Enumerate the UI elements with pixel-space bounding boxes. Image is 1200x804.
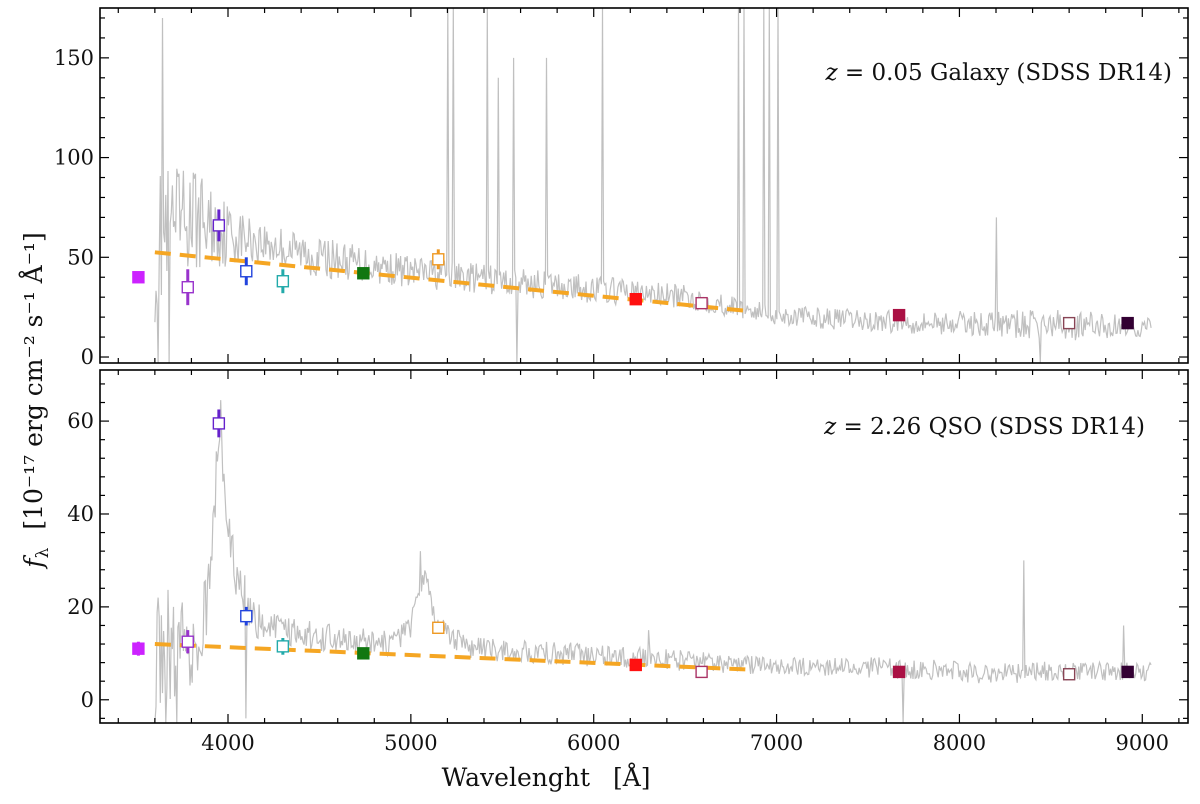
spectrum-line <box>154 400 1152 723</box>
panel-frame <box>99 369 1189 724</box>
y-tick-label: 50 <box>67 245 94 269</box>
photometry-point <box>240 265 253 278</box>
x-tick-label: 6000 <box>567 731 620 755</box>
photometry-point <box>276 640 290 653</box>
photometry-point <box>432 621 445 634</box>
x-tick-label: 8000 <box>933 731 986 755</box>
y-axis-symbol: f <box>19 555 48 570</box>
qso-panel: 0 20 40 60 4000 5000 6000 7000 8000 9000 <box>67 369 1189 755</box>
y-axis-subscript: λ <box>33 547 53 558</box>
galaxy-annotation: z = 0.05 Galaxy (SDSS DR14) <box>824 60 1172 86</box>
photometry-point <box>132 271 145 284</box>
x-tick-label: 5000 <box>384 731 437 755</box>
y-tick-label: 0 <box>81 345 94 369</box>
photometry-point <box>240 609 253 623</box>
galaxy-panel: 0 50 100 150 <box>54 7 1189 369</box>
y-tick-label: 150 <box>54 46 94 70</box>
photometry-point <box>212 219 226 232</box>
photometry-point <box>892 308 906 322</box>
continuum-fit-line <box>154 642 750 672</box>
y-tick-label: 20 <box>67 595 94 619</box>
photometry-point <box>181 281 194 294</box>
photometry-point <box>357 647 370 660</box>
photometry-point <box>695 296 708 310</box>
spectrum-line <box>154 8 1152 363</box>
photometry-point <box>181 635 194 648</box>
y-axis-label: fλ [10⁻¹⁷ erg cm⁻² s⁻¹ Å⁻¹] <box>18 232 53 569</box>
qso-annotation: z = 2.26 QSO (SDSS DR14) <box>823 414 1145 440</box>
photometry-point <box>357 267 370 280</box>
photometry-point <box>629 292 642 306</box>
photometry-point <box>1062 668 1076 681</box>
photometry-point <box>695 665 708 679</box>
photometry-point <box>1062 316 1076 330</box>
y-tick-label: 60 <box>67 409 94 433</box>
x-tick-label: 7000 <box>750 731 803 755</box>
y-tick-label: 40 <box>67 502 94 526</box>
photometry-point <box>212 417 226 430</box>
y-tick-label: 0 <box>81 688 94 712</box>
panel-frame <box>99 7 1189 364</box>
x-axis-label: Wavelenght <box>442 763 590 792</box>
y-tick-label: 100 <box>54 146 94 170</box>
photometry-point <box>432 253 445 266</box>
x-tick-label: 9000 <box>1116 731 1169 755</box>
photometry-point <box>892 665 906 679</box>
y-axis-units: [10⁻¹⁷ erg cm⁻² s⁻¹ Å⁻¹] <box>18 232 48 529</box>
photometry-point <box>1121 316 1134 330</box>
photometry-point <box>132 642 145 655</box>
photometry-point <box>629 658 642 672</box>
x-tick-label: 4000 <box>201 731 254 755</box>
x-axis-unit: [Å] <box>613 762 651 792</box>
photometry-point <box>276 275 290 288</box>
photometry-point <box>1121 665 1134 679</box>
